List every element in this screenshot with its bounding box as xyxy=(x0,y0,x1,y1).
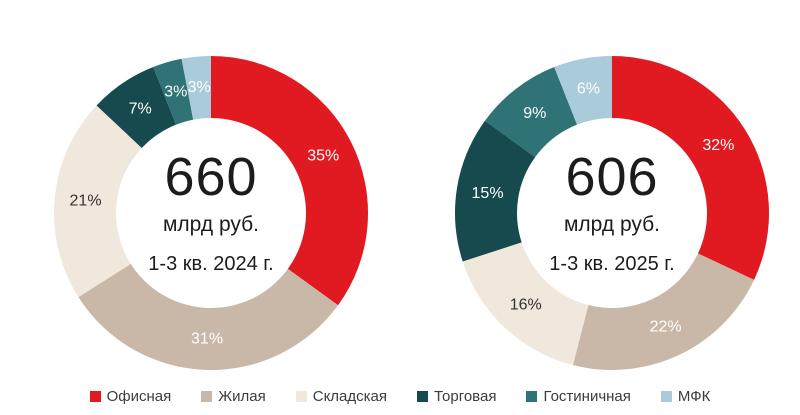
donut-segment-retail-2024 xyxy=(96,67,177,148)
donut-segment-warehouse-2025 xyxy=(462,242,589,366)
legend-label-retail: Торговая xyxy=(434,388,497,405)
donut-chart-2025: 32% 22% 16% 15% 9% 6% 606 млрд руб. 1-3 кв. 2… xyxy=(442,43,782,383)
donut-label-mfc-2024: 3% xyxy=(188,79,211,96)
donut-segment-hotel-2025 xyxy=(484,67,578,158)
legend-item-hotel: Гостиничная xyxy=(526,388,631,405)
legend: Офисная Жилая Складская Торговая Гостиничная… xyxy=(0,388,800,405)
donut-segment-mfc-2024 xyxy=(181,56,211,120)
donut-label-warehouse-2025: 16% xyxy=(510,296,542,313)
donut-segment-residential-2024 xyxy=(78,263,339,371)
donut-label-residential-2024: 31% xyxy=(191,330,223,347)
donut-2024: 35% 31% 21% 7% 3% 3% xyxy=(54,56,369,371)
donut-segment-office-2025 xyxy=(612,56,770,280)
legend-item-residential: Жилая xyxy=(201,388,266,405)
legend-item-office: Офисная xyxy=(89,388,172,405)
donut-label-office-2024: 35% xyxy=(307,147,339,164)
legend-item-retail: Торговая xyxy=(417,388,496,405)
legend-swatch-warehouse xyxy=(295,391,307,402)
donut-segment-retail-2025 xyxy=(454,120,536,262)
legend-item-mfc: МФК xyxy=(660,388,711,405)
legend-swatch-hotel xyxy=(526,391,538,402)
legend-swatch-residential xyxy=(201,391,213,402)
donut-label-mfc-2025: 6% xyxy=(577,81,600,98)
donut-label-office-2025: 32% xyxy=(702,137,734,154)
donut-label-retail-2024: 7% xyxy=(129,100,152,117)
legend-swatch-retail xyxy=(417,391,429,402)
legend-label-mfc: МФК xyxy=(677,388,711,405)
donut-segment-office-2024 xyxy=(211,56,369,306)
donut-label-hotel-2024: 3% xyxy=(164,84,187,101)
donut-label-warehouse-2024: 21% xyxy=(70,193,102,210)
legend-label-office: Офисная xyxy=(106,388,172,405)
donut-2025: 32% 22% 16% 15% 9% 6% xyxy=(454,56,770,371)
legend-label-residential: Жилая xyxy=(218,388,266,405)
legend-swatch-office xyxy=(89,391,101,402)
donut-segment-residential-2025 xyxy=(572,253,755,371)
donut-label-hotel-2025: 9% xyxy=(523,105,546,122)
donut-chart-2024: 35% 31% 21% 7% 3% 3% 660 млрд руб. 1-3 кв. 20… xyxy=(41,43,381,383)
donut-segment-warehouse-2024 xyxy=(54,105,142,298)
legend-label-warehouse: Складская xyxy=(312,388,388,405)
legend-label-hotel: Гостиничная xyxy=(543,388,631,405)
legend-swatch-mfc xyxy=(660,391,672,402)
donut-label-retail-2025: 15% xyxy=(472,185,504,202)
donut-label-residential-2025: 22% xyxy=(650,319,682,336)
donut-segment-mfc-2025 xyxy=(554,56,612,125)
donut-segment-hotel-2024 xyxy=(153,58,194,125)
legend-item-warehouse: Складская xyxy=(295,388,388,405)
